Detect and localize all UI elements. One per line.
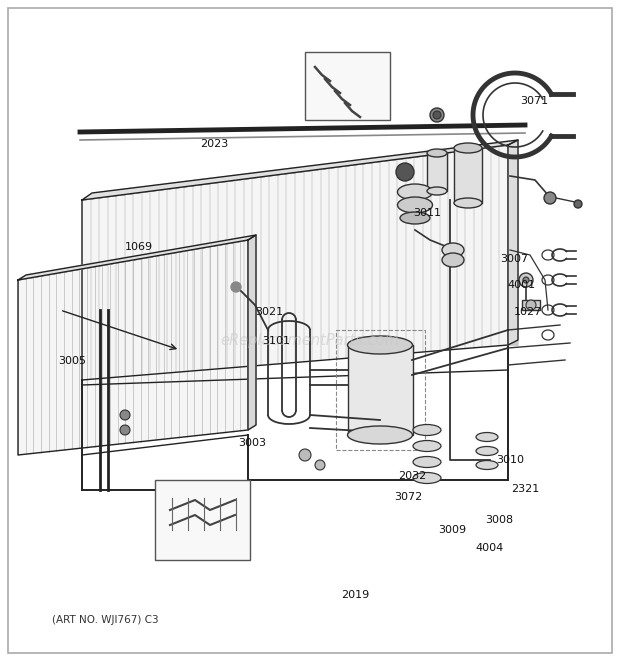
Circle shape [299, 449, 311, 461]
Polygon shape [508, 140, 518, 345]
Text: 1069: 1069 [125, 242, 153, 252]
Text: 3021: 3021 [255, 307, 283, 317]
Circle shape [526, 300, 536, 310]
Ellipse shape [413, 440, 441, 451]
Circle shape [544, 192, 556, 204]
Ellipse shape [413, 424, 441, 436]
Text: 4001: 4001 [508, 280, 536, 290]
Text: 4004: 4004 [476, 543, 504, 553]
Ellipse shape [413, 457, 441, 467]
Bar [427, 153, 447, 191]
Circle shape [523, 277, 529, 283]
Circle shape [430, 108, 444, 122]
Text: 1027: 1027 [514, 307, 542, 317]
Circle shape [433, 111, 441, 119]
Ellipse shape [400, 212, 430, 224]
Ellipse shape [442, 253, 464, 267]
Ellipse shape [476, 446, 498, 455]
Text: 3009: 3009 [438, 525, 466, 535]
Ellipse shape [442, 243, 464, 257]
Text: 2032: 2032 [398, 471, 426, 481]
Polygon shape [82, 140, 518, 200]
Circle shape [396, 163, 414, 181]
Text: 3007: 3007 [500, 254, 528, 264]
Circle shape [519, 273, 533, 287]
Polygon shape [18, 240, 248, 455]
Ellipse shape [397, 184, 433, 200]
Ellipse shape [454, 198, 482, 208]
Circle shape [574, 200, 582, 208]
Text: (ART NO. WJI767) C3: (ART NO. WJI767) C3 [51, 615, 158, 625]
Bar [155, 480, 250, 560]
Text: 3010: 3010 [496, 455, 524, 465]
Ellipse shape [347, 426, 412, 444]
Text: eReplacementParts.com: eReplacementParts.com [221, 332, 399, 348]
Bar [522, 300, 540, 310]
Ellipse shape [427, 187, 447, 195]
Circle shape [120, 425, 130, 435]
Ellipse shape [476, 461, 498, 469]
Circle shape [120, 410, 130, 420]
Ellipse shape [347, 336, 412, 354]
Polygon shape [18, 235, 256, 280]
Text: 2019: 2019 [341, 590, 369, 600]
Text: 2023: 2023 [200, 139, 228, 149]
Text: 3072: 3072 [394, 492, 422, 502]
Ellipse shape [413, 473, 441, 483]
Polygon shape [248, 235, 256, 430]
Bar [336, 330, 425, 450]
Bar [348, 345, 413, 435]
Text: 3101: 3101 [262, 336, 290, 346]
Text: 3003: 3003 [238, 438, 266, 448]
Text: 3071: 3071 [520, 96, 548, 106]
Ellipse shape [476, 432, 498, 442]
Text: 2321: 2321 [511, 484, 539, 494]
Text: 3011: 3011 [413, 208, 441, 218]
Bar [454, 148, 482, 203]
Text: 3008: 3008 [485, 515, 513, 525]
Polygon shape [82, 145, 508, 380]
Circle shape [315, 460, 325, 470]
Bar [305, 52, 390, 120]
Circle shape [231, 282, 241, 292]
Text: 3005: 3005 [58, 356, 86, 366]
Ellipse shape [397, 197, 433, 213]
Ellipse shape [454, 143, 482, 153]
Ellipse shape [427, 149, 447, 157]
